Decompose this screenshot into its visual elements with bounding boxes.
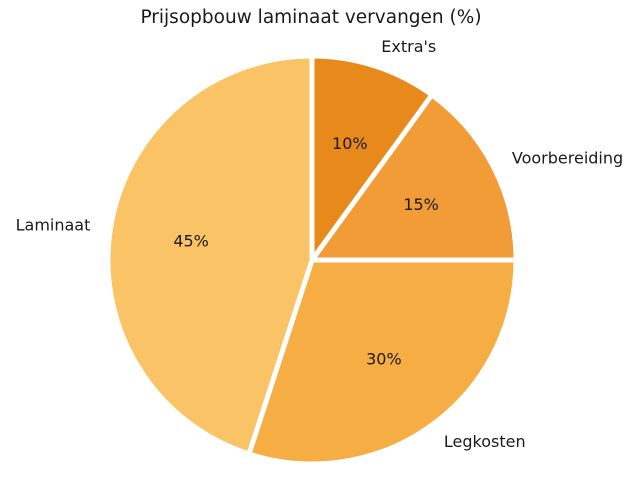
pct-label-extras: 10%: [332, 134, 368, 153]
slice-label-laminaat: Laminaat: [16, 216, 91, 235]
chart-title: Prijsopbouw laminaat vervangen (%): [140, 7, 482, 28]
slice-label-extras: Extra's: [381, 37, 436, 56]
pct-label-voorbereiding: 15%: [403, 195, 439, 214]
pct-label-laminaat: 45%: [173, 232, 209, 251]
pie-slice-voorbereiding: [309, 92, 519, 263]
pie-slice-laminaat: [105, 53, 315, 457]
slice-label-voorbereiding: Voorbereiding: [512, 149, 623, 168]
pie-slice-legkosten: [246, 257, 519, 467]
slice-label-legkosten: Legkosten: [444, 432, 526, 451]
pct-label-legkosten: 30%: [366, 350, 402, 369]
pie-slice-extras: [309, 53, 435, 263]
